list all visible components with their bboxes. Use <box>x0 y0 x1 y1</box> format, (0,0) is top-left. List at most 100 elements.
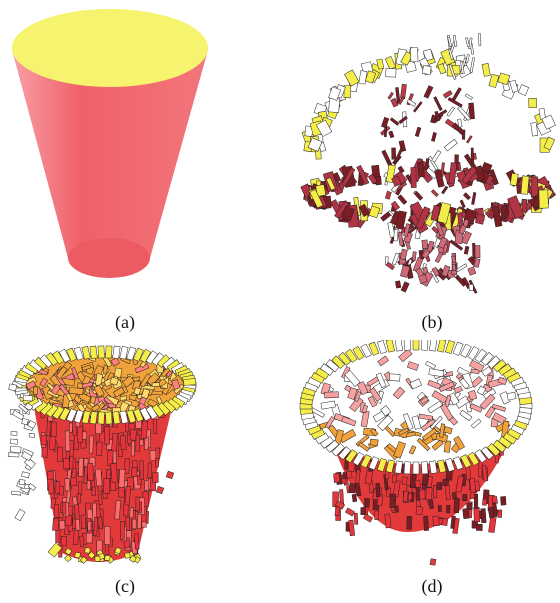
patch <box>80 514 87 530</box>
patch <box>81 364 92 371</box>
patch <box>429 415 443 430</box>
panel-d-figure <box>290 340 560 575</box>
patch <box>57 446 63 463</box>
patch <box>84 547 91 554</box>
patch <box>452 341 464 356</box>
patch <box>356 164 370 185</box>
patch <box>27 420 37 429</box>
patch <box>432 515 440 527</box>
patch <box>14 508 26 522</box>
patch <box>462 508 470 520</box>
patch <box>349 396 364 413</box>
patch <box>367 173 378 185</box>
patch <box>392 474 397 483</box>
patch <box>58 384 70 396</box>
patch <box>58 348 71 363</box>
patch <box>484 406 496 419</box>
patch <box>81 345 91 360</box>
patch <box>87 520 92 531</box>
patch <box>79 535 85 547</box>
patch <box>384 190 392 200</box>
patch <box>97 345 105 359</box>
patch <box>145 405 158 420</box>
patch <box>149 450 157 461</box>
patch <box>469 57 475 73</box>
patch <box>391 175 402 187</box>
patch <box>437 63 447 75</box>
patch <box>110 357 120 367</box>
patch <box>62 457 71 470</box>
patch <box>444 340 456 354</box>
patch <box>431 266 440 277</box>
patch <box>123 458 131 474</box>
patch <box>119 521 125 540</box>
patch <box>437 236 448 249</box>
patch <box>452 35 458 47</box>
patch <box>466 135 473 144</box>
patch <box>154 458 159 468</box>
patch <box>124 486 131 506</box>
patch <box>443 138 458 152</box>
patch <box>135 434 141 452</box>
patch <box>440 403 454 421</box>
patch <box>76 493 82 504</box>
patch <box>471 192 477 205</box>
patch <box>430 205 441 222</box>
patch <box>481 366 493 377</box>
patch <box>475 213 486 225</box>
patch <box>412 461 420 475</box>
patch <box>105 543 110 555</box>
patch <box>93 516 98 536</box>
patch <box>448 162 458 185</box>
patch <box>364 70 377 84</box>
patch <box>139 348 152 363</box>
patch <box>68 386 84 396</box>
patch <box>72 529 80 546</box>
patch <box>459 199 466 209</box>
patch <box>341 167 356 187</box>
patch <box>465 37 470 47</box>
patch <box>152 472 159 483</box>
patch <box>368 456 380 471</box>
patch <box>112 386 125 398</box>
patch <box>384 513 392 529</box>
patch <box>374 510 379 520</box>
patch <box>453 435 465 451</box>
patch <box>509 79 519 93</box>
patch <box>88 435 94 454</box>
patch <box>394 340 403 352</box>
patch <box>387 92 394 100</box>
patch <box>352 451 365 466</box>
patch <box>380 405 392 417</box>
patch <box>71 418 77 436</box>
patch <box>393 441 406 459</box>
patch <box>473 507 481 523</box>
patch <box>141 388 151 400</box>
patch <box>68 422 73 433</box>
patch <box>331 355 345 369</box>
cylinder-bottom-rim <box>68 238 150 278</box>
patch <box>441 517 449 527</box>
patch <box>118 486 125 498</box>
patch <box>409 378 423 390</box>
patch <box>360 454 372 469</box>
patch <box>410 47 419 63</box>
patch <box>328 86 342 101</box>
patch <box>385 459 395 474</box>
patch <box>468 102 475 120</box>
patch <box>469 478 477 493</box>
patch <box>437 202 452 224</box>
patch <box>140 420 149 439</box>
patch <box>58 520 66 530</box>
patch <box>334 500 346 510</box>
patch <box>528 97 537 108</box>
patch <box>420 418 436 432</box>
patch <box>106 450 114 466</box>
patch <box>331 443 345 457</box>
patch <box>151 382 160 387</box>
caption-b: (b) <box>421 312 443 332</box>
patch <box>364 498 370 508</box>
patch <box>144 436 150 450</box>
patch <box>125 516 131 531</box>
patch <box>103 364 108 375</box>
